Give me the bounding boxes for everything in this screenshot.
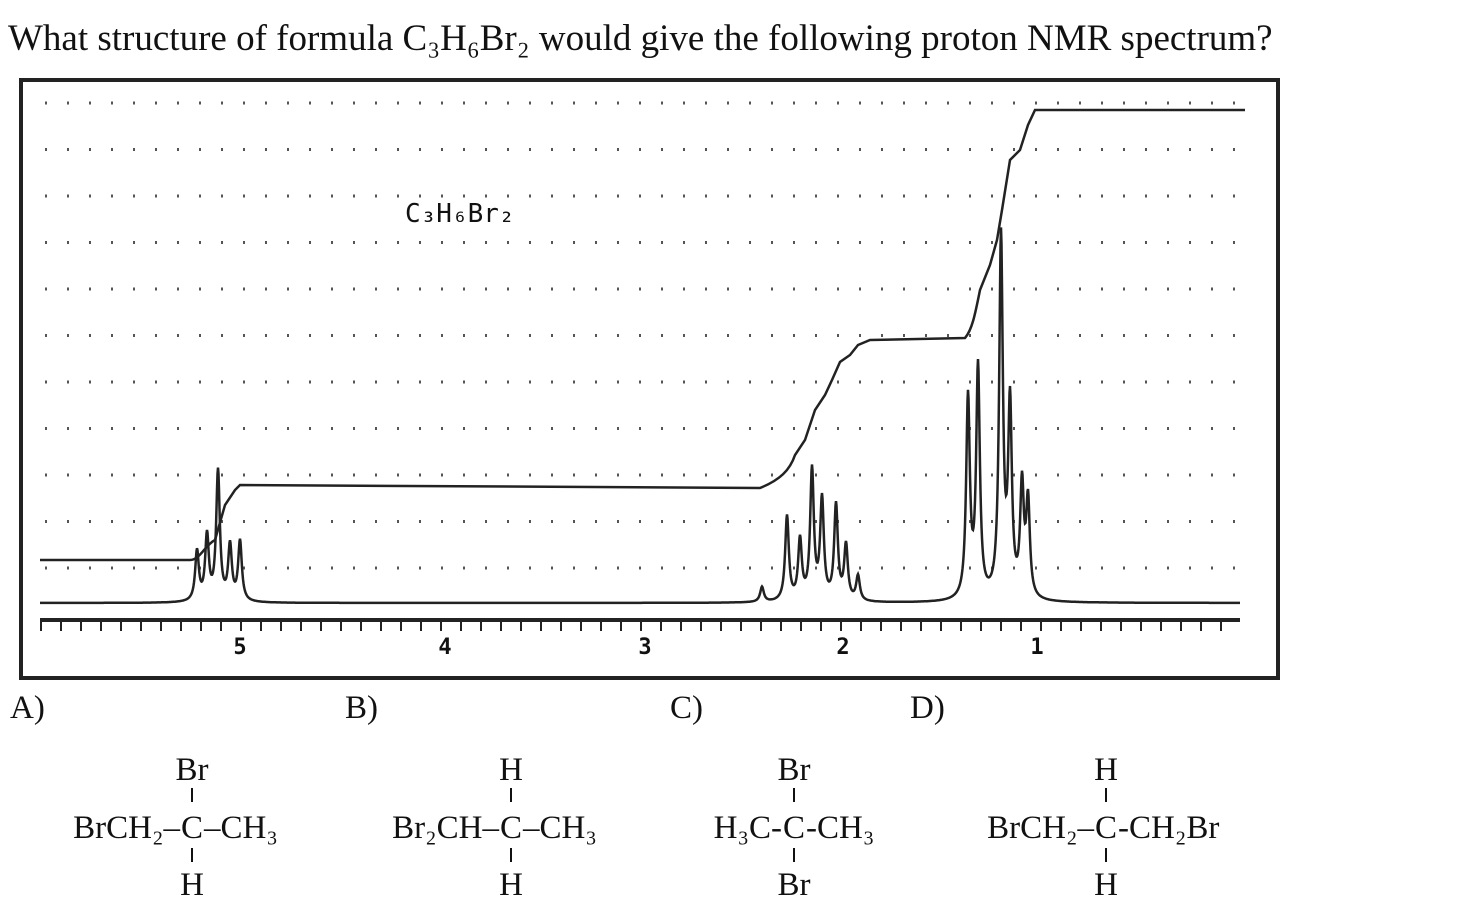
substituent-bottom: H bbox=[180, 867, 204, 903]
formula-right: -CH₃ bbox=[806, 810, 874, 846]
formula-right: –CH₃ bbox=[203, 810, 278, 846]
substituent-bottom: H bbox=[1094, 867, 1118, 903]
formula-left: BrCH₂– bbox=[987, 810, 1094, 846]
axis-label: 5 bbox=[233, 635, 246, 660]
formula-center: C bbox=[783, 810, 805, 846]
substituent-top: Br bbox=[778, 752, 811, 788]
question: What structure of formula C₃H₆Br₂ would … bbox=[8, 18, 1273, 59]
formula-left: BrCH₂– bbox=[73, 810, 180, 846]
spectrum-frame bbox=[19, 78, 1280, 680]
spectrum-label: C₃H₆Br₂ bbox=[405, 199, 515, 229]
formula-right: -CH₂Br bbox=[1118, 810, 1219, 846]
integration-curve bbox=[40, 108, 1245, 562]
formula-center: C bbox=[1095, 810, 1117, 846]
option-label: C) bbox=[670, 690, 703, 726]
substituent-top: H bbox=[1094, 752, 1118, 788]
option-label: D) bbox=[910, 690, 945, 726]
formula-left: Br₂CH– bbox=[392, 810, 499, 846]
substituent-top: Br bbox=[176, 752, 209, 788]
axis-label: 4 bbox=[438, 635, 451, 660]
formula-right: –CH₃ bbox=[522, 810, 597, 846]
axis-label: 3 bbox=[638, 635, 651, 660]
substituent-top: H bbox=[499, 752, 523, 788]
spectrum-trace bbox=[40, 227, 1240, 605]
formula-left: H₃C- bbox=[714, 810, 782, 846]
option-label: A) bbox=[10, 690, 45, 726]
option-label: B) bbox=[345, 690, 378, 726]
spectrum: C₃H₆Br₂ 5 4 3 2 1 bbox=[19, 78, 1280, 680]
substituent-bottom: H bbox=[499, 867, 523, 903]
axis-label: 2 bbox=[836, 635, 849, 660]
formula-center: C bbox=[181, 810, 203, 846]
substituent-bottom: Br bbox=[778, 867, 811, 903]
axis-label: 1 bbox=[1030, 635, 1043, 660]
formula-center: C bbox=[500, 810, 522, 846]
